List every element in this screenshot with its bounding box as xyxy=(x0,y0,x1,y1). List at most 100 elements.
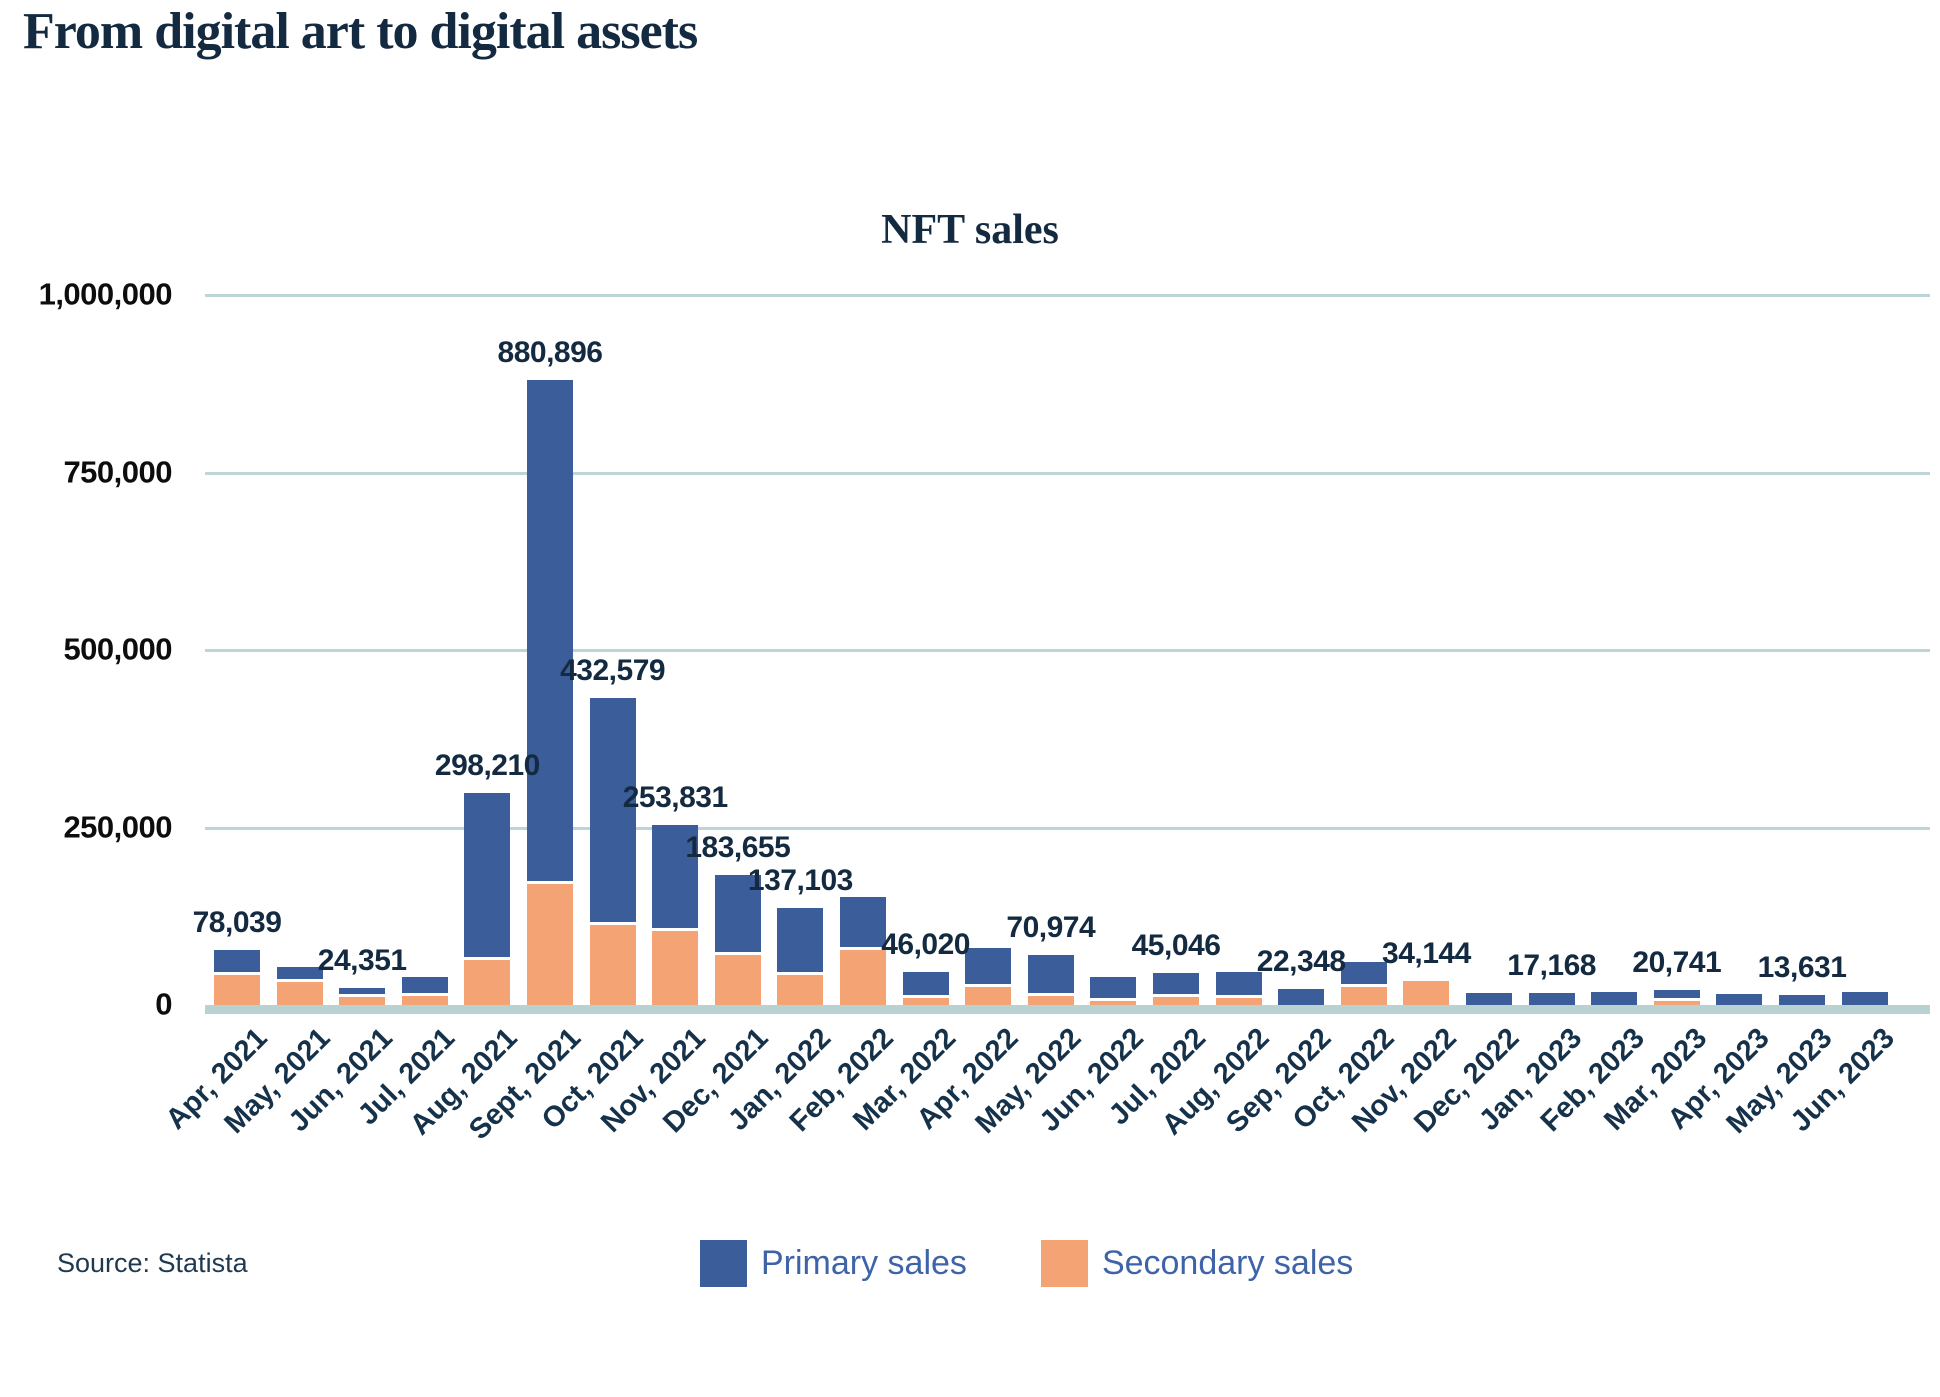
gridline-1,000,000 xyxy=(205,294,1930,297)
bar-may-2022 xyxy=(1027,954,1074,1005)
bar-value-label-nov-2021: 253,831 xyxy=(622,780,728,814)
bar-segment-primary xyxy=(1153,973,1199,998)
chart-title: NFT sales xyxy=(881,207,1059,253)
bar-segment-secondary xyxy=(527,884,573,1005)
bar-jan-2023 xyxy=(1528,992,1575,1005)
bar-segment-secondary xyxy=(1153,997,1199,1005)
bar-value-label-jan-2023: 17,168 xyxy=(1507,948,1596,982)
bar-segment-primary xyxy=(1716,993,1763,1005)
bar-segment-secondary xyxy=(214,975,260,1005)
bar-value-label-oct-2021: 432,579 xyxy=(560,653,666,687)
bar-segment-primary xyxy=(777,907,824,976)
bar-dec-2021 xyxy=(714,874,761,1005)
bar-segment-primary xyxy=(652,824,699,932)
bar-sept-2021 xyxy=(527,379,573,1005)
bar-segment-secondary xyxy=(652,931,699,1005)
page-title: From digital art to digital assets xyxy=(23,3,698,60)
x-axis-baseline xyxy=(205,1005,1930,1014)
bar-value-label-dec-2021: 183,655 xyxy=(685,830,791,864)
legend-swatch-primary-icon xyxy=(700,1240,747,1287)
bar-aug-2021 xyxy=(464,793,511,1005)
bar-segment-secondary xyxy=(1215,997,1262,1005)
bar-apr-2021 xyxy=(214,949,260,1005)
y-tick-label-750,000: 750,000 xyxy=(63,453,172,489)
bar-segment-secondary xyxy=(589,925,636,1005)
bar-value-label-apr-2021: 78,039 xyxy=(192,905,282,939)
bar-segment-secondary xyxy=(464,960,511,1005)
y-tick-label-500,000: 500,000 xyxy=(63,631,172,667)
bar-mar-2023 xyxy=(1653,990,1700,1005)
x-axis: Apr, 2021 May, 2021 Jun, 2021 Jul, 2021 Aug,… xyxy=(160,1022,1930,1162)
gridline-500,000 xyxy=(205,649,1930,652)
bar-value-label-nov-2022: 34,144 xyxy=(1382,936,1471,970)
bar-segment-primary xyxy=(276,967,323,982)
legend-item-secondary: Secondary sales xyxy=(1040,1240,1354,1287)
bar-segment-primary xyxy=(464,793,511,961)
legend-label-primary: Primary sales xyxy=(761,1244,967,1282)
source-credit: Source: Statista xyxy=(57,1248,248,1278)
bar-segment-secondary xyxy=(1027,995,1074,1005)
bar-value-label-jul-2022: 45,046 xyxy=(1131,929,1221,963)
y-tick-label-250,000: 250,000 xyxy=(63,808,172,844)
bar-aug-2022 xyxy=(1215,972,1262,1005)
bar-segment-secondary xyxy=(840,949,886,1005)
bar-nov-2022 xyxy=(1403,980,1450,1005)
bar-value-label-mar-2022: 46,020 xyxy=(881,928,970,962)
bar-jul-2022 xyxy=(1153,973,1199,1005)
bar-segment-primary xyxy=(1278,989,1325,1005)
bar-segment-primary xyxy=(1466,992,1512,1005)
bar-segment-primary xyxy=(339,987,386,998)
bar-segment-primary xyxy=(1779,995,1825,1005)
bar-segment-secondary xyxy=(401,996,448,1005)
bar-dec-2022 xyxy=(1466,992,1512,1005)
bar-may-2023 xyxy=(1779,995,1825,1005)
bar-segment-primary xyxy=(214,949,260,976)
bar-segment-primary xyxy=(1215,972,1262,998)
bar-jun-2023 xyxy=(1841,991,1888,1005)
legend-label-secondary: Secondary sales xyxy=(1101,1244,1354,1282)
bar-jun-2022 xyxy=(1090,977,1137,1005)
bar-feb-2023 xyxy=(1591,992,1638,1005)
bar-apr-2023 xyxy=(1716,993,1763,1005)
bar-segment-secondary xyxy=(965,986,1012,1005)
bar-segment-secondary xyxy=(1340,987,1387,1005)
bar-mar-2022 xyxy=(902,972,949,1005)
bar-value-label-sep-2022: 22,348 xyxy=(1256,945,1346,979)
bar-segment-primary xyxy=(902,972,949,998)
bar-jun-2021 xyxy=(339,987,386,1005)
bar-oct-2021 xyxy=(589,697,636,1005)
legend-item-primary: Primary sales xyxy=(700,1240,967,1287)
bar-segment-primary xyxy=(1340,962,1387,988)
bar-segment-primary xyxy=(1841,991,1888,1005)
bar-segment-secondary xyxy=(902,997,949,1005)
y-tick-label-0: 0 xyxy=(155,986,172,1022)
bar-segment-primary xyxy=(1090,977,1137,1001)
plot-area: 78,039 24,351 298,210 880,896 432,579 253,831… xyxy=(193,294,1930,1014)
bar-value-label-may-2023: 13,631 xyxy=(1757,951,1847,985)
y-axis: 1,000,000 750,000 500,000 250,000 0 xyxy=(0,276,173,1021)
bar-feb-2022 xyxy=(840,897,886,1005)
bar-segment-primary xyxy=(1027,954,1074,996)
bar-apr-2022 xyxy=(965,948,1012,1005)
gridline-750,000 xyxy=(205,471,1930,475)
bar-jan-2022 xyxy=(777,907,824,1005)
legend-swatch-secondary-icon xyxy=(1040,1240,1088,1287)
bar-value-label-jan-2022: 137,103 xyxy=(747,863,853,897)
bar-segment-primary xyxy=(1653,990,1700,1002)
bar-segment-primary xyxy=(1591,992,1638,1005)
y-tick-label-1,000,000: 1,000,000 xyxy=(38,276,173,312)
bar-segment-secondary xyxy=(276,981,323,1005)
bar-nov-2021 xyxy=(652,824,699,1005)
bar-value-label-mar-2023: 20,741 xyxy=(1632,946,1722,980)
bar-segment-secondary xyxy=(339,997,386,1005)
gridline-250,000 xyxy=(205,826,1930,830)
bar-may-2021 xyxy=(276,967,323,1005)
bar-segment-primary xyxy=(840,897,886,950)
bar-value-label-jun-2021: 24,351 xyxy=(317,943,407,977)
bar-segment-primary xyxy=(714,874,761,956)
legend: Primary sales Secondary sales xyxy=(700,1240,1353,1287)
bar-segment-primary xyxy=(965,948,1012,987)
bar-segment-secondary xyxy=(1653,1001,1700,1005)
bar-segment-secondary xyxy=(1403,980,1450,1005)
bar-segment-secondary xyxy=(714,955,761,1005)
